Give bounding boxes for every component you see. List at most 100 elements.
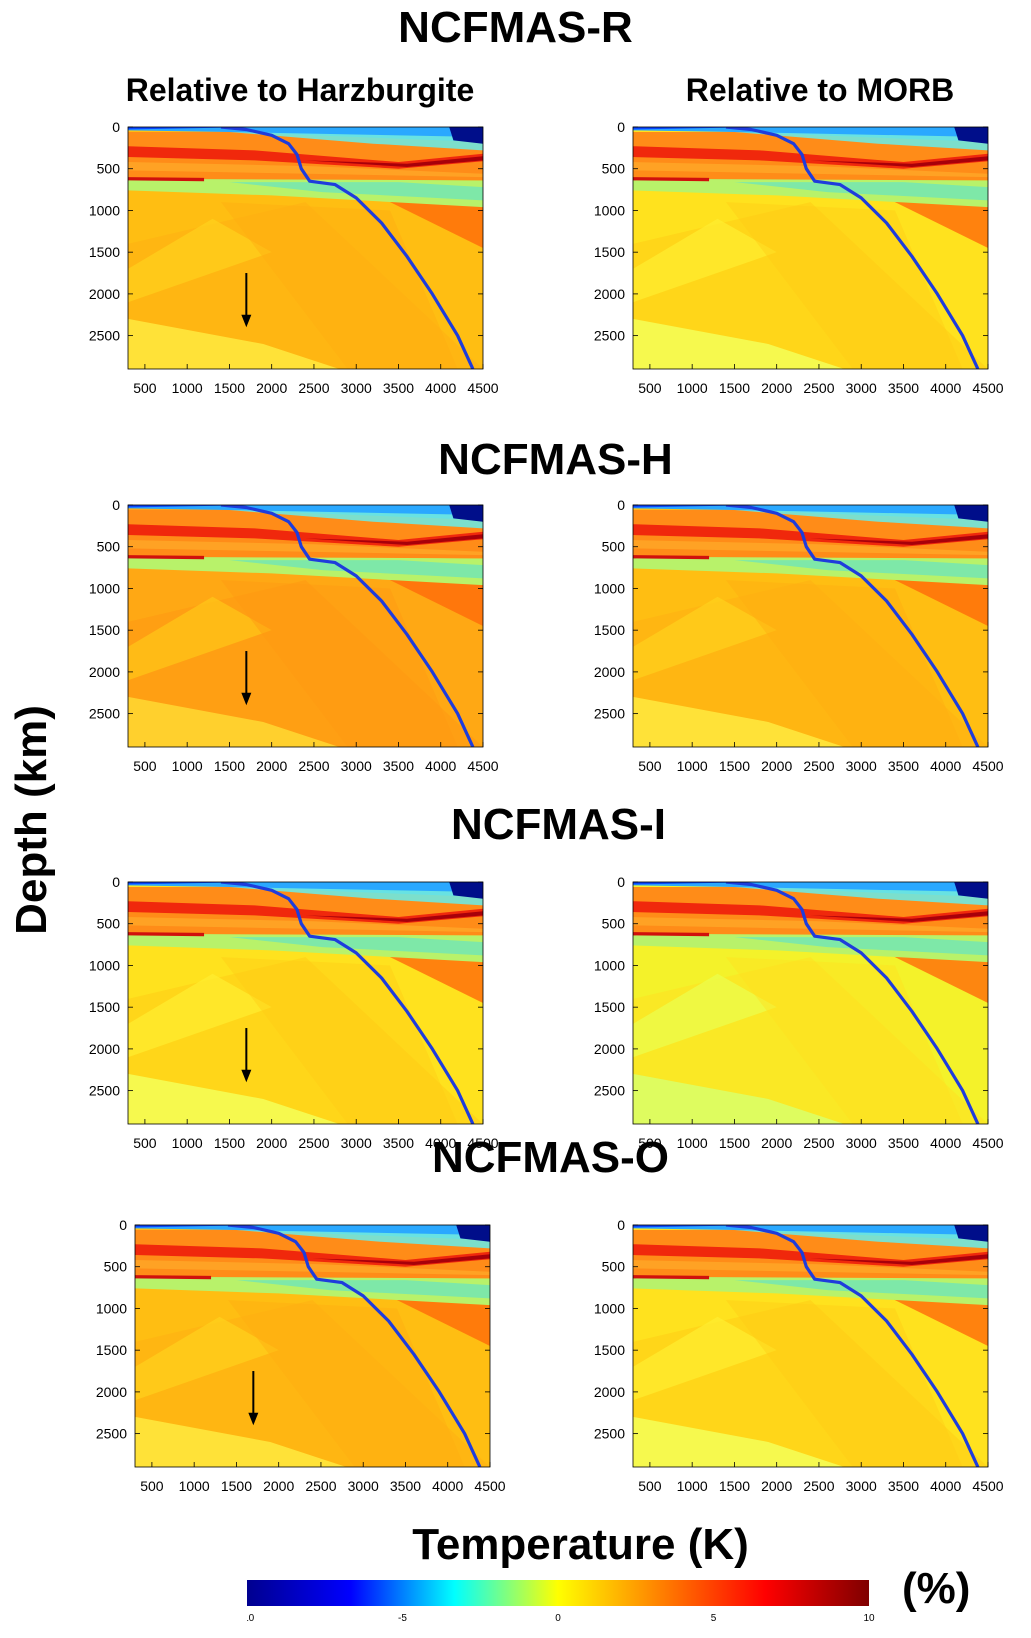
arrow-head — [248, 1412, 259, 1426]
x-tick-label: 4000 — [930, 380, 961, 396]
heatmap-field — [633, 882, 988, 1124]
x-tick-label: 4000 — [425, 758, 456, 774]
x-tick-label: 4000 — [930, 1135, 961, 1151]
heatmap-field — [135, 1225, 490, 1467]
x-tick-label: 2500 — [803, 758, 834, 774]
heatmap-panel-h-harzburgite: 0 500 1000 1500 2000 2500 500 1000 1500 2000 2500 3… — [89, 497, 499, 774]
y-tick-label: 0 — [112, 874, 120, 890]
x-tick-label: 2000 — [761, 758, 792, 774]
x-tick-label: 2500 — [298, 1135, 329, 1151]
field-band-red — [128, 932, 205, 937]
field-band-red — [633, 1244, 988, 1267]
field-band-red — [128, 901, 483, 924]
x-tick-label: 2000 — [263, 1478, 294, 1494]
colorbar: -10 -5 0 5 10 — [247, 1580, 875, 1624]
field-wedge — [135, 1416, 347, 1467]
x-tick-label: 3000 — [341, 758, 372, 774]
x-tick-label: 3500 — [383, 758, 414, 774]
field-wedge — [128, 1073, 340, 1124]
y-tick-label: 500 — [97, 916, 121, 932]
x-tick-label: 1000 — [179, 1478, 210, 1494]
field-band-dark — [305, 156, 483, 168]
heatmap-field — [633, 1225, 988, 1467]
plot-frame — [632, 1224, 989, 1468]
x-tick-label: 4500 — [972, 758, 1003, 774]
x-tick-label: 4500 — [972, 380, 1003, 396]
y-tick-label: 500 — [602, 539, 626, 555]
x-tick-label: 2500 — [803, 1135, 834, 1151]
colorbar-unit-label: (%) — [902, 1564, 971, 1613]
x-tick-label: 2500 — [298, 380, 329, 396]
x-tick-label: 3500 — [383, 380, 414, 396]
field-corner-dark — [449, 505, 483, 522]
field-shallow — [229, 132, 483, 151]
field-band-red — [128, 555, 205, 560]
colorbar-tick-label: 10 — [863, 1613, 875, 1624]
field-transition — [734, 937, 988, 956]
field-shallow — [229, 510, 483, 529]
field-band-red — [135, 1244, 490, 1267]
y-tick-label: 0 — [112, 119, 120, 135]
y-tick-label: 1500 — [594, 244, 625, 260]
field-wedge — [128, 318, 340, 369]
field-wedge — [128, 218, 272, 303]
y-tick-label: 500 — [97, 539, 121, 555]
x-tick-label: 4000 — [425, 1135, 456, 1151]
panel-title-h: NCFMAS-H — [438, 435, 673, 484]
field-transition — [229, 560, 483, 579]
x-tick-label: 3000 — [846, 758, 877, 774]
x-tick-label: 4500 — [972, 1135, 1003, 1151]
y-tick-label: 1500 — [96, 1342, 127, 1358]
field-shallow — [734, 510, 988, 529]
x-tick-label: 2000 — [256, 380, 287, 396]
plot-frame — [632, 504, 989, 748]
y-tick-label: 1000 — [594, 580, 625, 596]
field-transition — [734, 1280, 988, 1299]
plot-frame — [134, 1224, 491, 1468]
field-band-dark — [810, 911, 988, 923]
x-tick-label: 3500 — [888, 1478, 919, 1494]
field-band-dark — [305, 534, 483, 546]
field-band-dark — [312, 1254, 490, 1266]
field-band-red — [633, 177, 710, 182]
field-shallow — [734, 1230, 988, 1249]
field-shallow — [734, 132, 988, 151]
geotherm-line — [220, 127, 475, 369]
field-upper — [633, 540, 988, 556]
x-tick-label: 2500 — [305, 1478, 336, 1494]
field-upper — [128, 540, 483, 556]
colorbar-gradient — [247, 1580, 869, 1606]
arrow-head — [241, 314, 252, 328]
field-corner-dark — [449, 127, 483, 144]
x-tick-label: 1000 — [677, 1478, 708, 1494]
y-tick-label: 1500 — [594, 622, 625, 638]
y-tick-label: 2000 — [96, 1384, 127, 1400]
x-tick-label: 1500 — [214, 380, 245, 396]
field-band-red — [633, 555, 710, 560]
y-tick-label: 2500 — [594, 1426, 625, 1442]
field-upper — [135, 1260, 490, 1276]
field-shallow — [229, 887, 483, 906]
field-transition — [734, 560, 988, 579]
x-tick-label: 1500 — [719, 380, 750, 396]
field-wedge — [128, 596, 272, 681]
x-tick-label: 1500 — [719, 1135, 750, 1151]
field-band-dark — [810, 1254, 988, 1266]
x-tick-label: 3500 — [888, 1135, 919, 1151]
x-tick-label: 500 — [133, 380, 157, 396]
heatmap-field — [128, 882, 483, 1124]
field-transition — [236, 1280, 490, 1299]
x-tick-label: 1000 — [677, 758, 708, 774]
x-tick-label: 4500 — [467, 1135, 498, 1151]
field-band-red — [128, 146, 483, 169]
heatmap-panel-o-morb: 0 500 1000 1500 2000 2500 500 1000 1500 2000 2500 3… — [594, 1217, 1004, 1494]
y-tick-label: 0 — [617, 1217, 625, 1233]
field-shallow — [236, 1230, 490, 1249]
colorbar-tick-label: -5 — [398, 1613, 407, 1624]
x-tick-label: 500 — [638, 1478, 662, 1494]
field-wedge — [633, 318, 845, 369]
y-tick-label: 1000 — [89, 202, 120, 218]
y-tick-label: 500 — [602, 1259, 626, 1275]
x-tick-label: 2000 — [761, 1478, 792, 1494]
y-tick-label: 2000 — [89, 1041, 120, 1057]
